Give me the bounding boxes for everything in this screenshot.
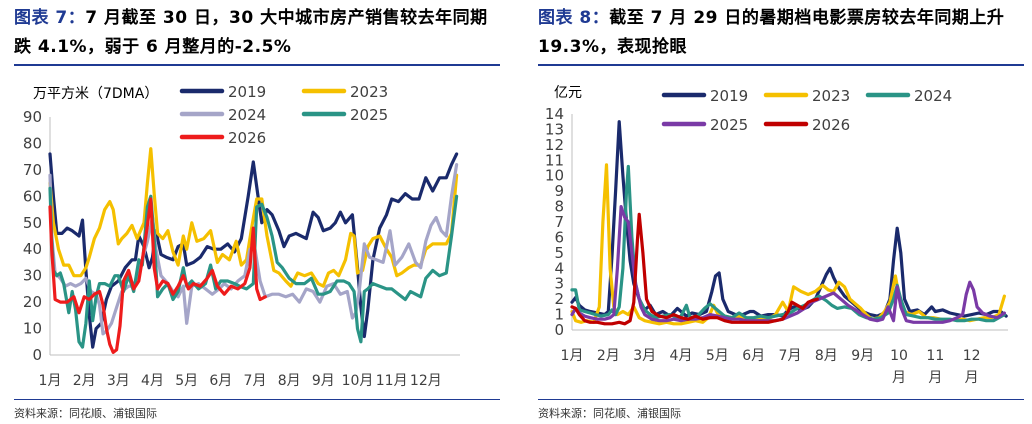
y-tick-label: 0: [32, 346, 42, 364]
x-tick-label: 7月: [779, 348, 802, 364]
y-tick-label: 30: [23, 267, 42, 285]
x-tick-label: 1月: [39, 373, 62, 389]
x-tick-label: 8月: [815, 348, 838, 364]
x-tick-label-number: 11: [926, 348, 944, 364]
x-tick-label: 2月: [597, 348, 620, 364]
x-tick-label: 8月: [278, 373, 301, 389]
series-line-2023: [48, 147, 459, 288]
x-tick-label: 4月: [141, 373, 164, 389]
y-tick-label: 2: [554, 290, 564, 308]
series-line-2025: [48, 186, 459, 349]
y-axis-label: 万平方米（7DMA）: [33, 86, 158, 102]
figure-label: 图表 7：: [14, 8, 86, 28]
y-tick-label: 70: [23, 161, 42, 179]
y-tick-label: 12: [545, 136, 564, 154]
y-tick-label: 7: [554, 213, 564, 231]
x-tick-label: 4月: [670, 348, 693, 364]
x-tick-label: 6月: [742, 348, 765, 364]
y-tick-label: 8: [554, 198, 564, 216]
x-tick-label-unit: 月: [892, 370, 906, 386]
x-tick-label: 3月: [107, 373, 130, 389]
chart-panel-left: 图表 7：7 月截至 30 日，30 大中城市房产销售较去年同期跌 4.1%，弱…: [0, 0, 506, 424]
y-tick-label: 40: [23, 240, 42, 258]
y-tick-label: 60: [23, 187, 42, 205]
y-tick-label: 10: [23, 320, 42, 338]
title-rule: [14, 64, 500, 66]
series-line-2026: [570, 212, 819, 326]
x-tick-label: 7月: [244, 373, 267, 389]
y-tick-label: 90: [23, 108, 42, 126]
chart-title: 图表 8：截至 7 月 29 日的暑期档电影票房较去年同期上升 19.3%，表现…: [538, 4, 1024, 62]
x-tick-label-number: 12: [963, 348, 981, 364]
x-tick-label: 12月: [410, 373, 442, 389]
x-tick-label: 11月: [376, 373, 408, 389]
y-tick-label: 0: [554, 321, 564, 339]
series-line-2024: [570, 164, 1006, 323]
legend-label-2024: 2024: [914, 87, 952, 105]
y-tick-label: 50: [23, 214, 42, 232]
legend-label-2024: 2024: [228, 106, 266, 124]
figure-caption: 截至 7 月 29 日的暑期档电影票房较去年同期上升 19.3%，表现抢眼: [538, 8, 1005, 57]
source-note: 资料来源：同花顺、浦银国际: [14, 407, 157, 420]
y-tick-label: 5: [554, 244, 564, 262]
legend-label-2019: 2019: [228, 83, 266, 101]
chart-panel-right: 图表 8：截至 7 月 29 日的暑期档电影票房较去年同期上升 19.3%，表现…: [524, 0, 1032, 424]
figure-caption: 7 月截至 30 日，30 大中城市房产销售较去年同期跌 4.1%，弱于 6 月…: [14, 8, 488, 57]
y-tick-label: 20: [23, 293, 42, 311]
y-tick-label: 4: [554, 259, 564, 277]
y-tick-label: 80: [23, 134, 42, 152]
source-rule: [14, 399, 500, 400]
figure-label: 图表 8：: [538, 8, 610, 28]
x-tick-label: 10月: [342, 373, 374, 389]
x-tick-label-number: 10: [890, 348, 908, 364]
legend-label-2023: 2023: [812, 87, 850, 105]
y-tick-label: 11: [545, 151, 564, 169]
legend-label-2026: 2026: [812, 116, 850, 134]
x-tick-label: 5月: [706, 348, 729, 364]
y-tick-label: 13: [545, 120, 564, 138]
source-rule: [538, 399, 1024, 400]
legend-label-2019: 2019: [710, 87, 748, 105]
y-tick-label: 1: [554, 306, 564, 324]
series-line-2023: [570, 163, 1006, 326]
x-tick-label: 9月: [312, 373, 335, 389]
y-axis-label: 亿元: [554, 85, 582, 101]
y-tick-label: 14: [545, 105, 564, 123]
legend-label-2023: 2023: [350, 83, 388, 101]
y-tick-label: 10: [545, 167, 564, 185]
series-line-2024: [48, 163, 459, 336]
y-tick-label: 3: [554, 275, 564, 293]
legend-label-2025: 2025: [350, 106, 388, 124]
title-rule: [538, 64, 1024, 66]
x-tick-label: 1月: [561, 348, 584, 364]
x-tick-label: 3月: [633, 348, 656, 364]
series-line-2026: [48, 197, 267, 354]
source-note: 资料来源：同花顺、浦银国际: [538, 407, 681, 420]
y-tick-label: 9: [554, 182, 564, 200]
y-tick-label: 6: [554, 228, 564, 246]
line-chart: 0 10 20 30 40 50 60 70 80 90 1月 2月 3月 4月 5月 6月 7月 8月 9月 10月…: [23, 83, 460, 389]
legend-label-2025: 2025: [710, 116, 748, 134]
legend-label-2026: 2026: [228, 129, 266, 147]
chart-title: 图表 7：7 月截至 30 日，30 大中城市房产销售较去年同期跌 4.1%，弱…: [14, 4, 500, 62]
x-tick-label-unit: 月: [965, 370, 979, 386]
x-tick-label: 5月: [175, 373, 198, 389]
x-tick-label: 2月: [73, 373, 96, 389]
x-tick-label: 9月: [851, 348, 874, 364]
x-tick-label: 6月: [209, 373, 232, 389]
x-tick-label-unit: 月: [928, 370, 942, 386]
